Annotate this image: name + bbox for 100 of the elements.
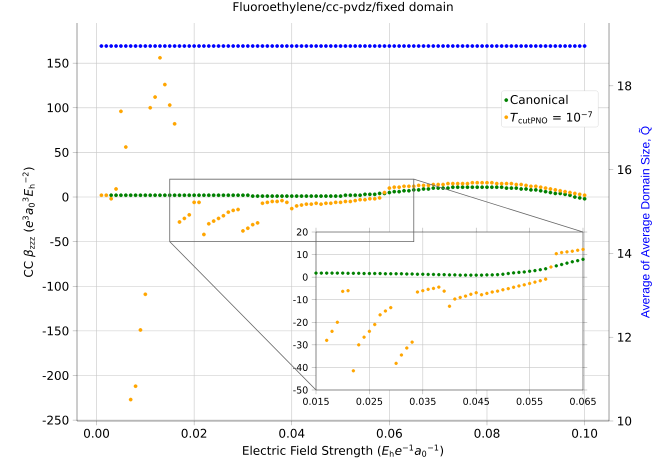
point — [368, 330, 372, 334]
point — [346, 272, 350, 276]
point — [341, 271, 344, 275]
point — [517, 284, 521, 288]
point — [352, 369, 356, 373]
y-tick-label: -50 — [293, 386, 308, 394]
point — [448, 273, 452, 277]
point — [485, 273, 489, 277]
point — [570, 249, 574, 253]
point — [373, 272, 376, 276]
point — [442, 272, 446, 276]
point — [576, 248, 580, 252]
text: Electric Field Strength (E$_{h}$e$^{−1}$a$_{0}$$^{−1}$) — [243, 444, 444, 458]
y-tick-label: -40 — [293, 364, 308, 372]
point — [560, 262, 564, 266]
point — [437, 285, 441, 289]
y-tick-label: -20 — [293, 318, 308, 326]
point — [522, 283, 526, 287]
y-tick-label: -250 — [42, 416, 68, 425]
point — [576, 258, 580, 262]
y-tick-label: -10 — [293, 296, 308, 304]
x-tick-label: 0.04 — [279, 428, 304, 438]
point — [458, 273, 462, 277]
point — [528, 282, 532, 286]
point — [554, 252, 558, 256]
point — [426, 288, 430, 292]
y2-tick-label: 14 — [618, 249, 632, 258]
point — [490, 290, 494, 294]
x-tick-label: 0.08 — [474, 428, 500, 438]
y2-axis-title: Average of Average Domain Size, Q̃ — [638, 126, 652, 318]
point — [506, 286, 510, 290]
point — [324, 338, 328, 342]
point — [464, 294, 468, 298]
y2-tick-label: 10 — [618, 416, 632, 426]
point — [501, 272, 505, 276]
point — [448, 304, 452, 308]
point — [474, 273, 478, 277]
point — [496, 272, 500, 276]
point — [384, 309, 388, 313]
point — [362, 335, 366, 339]
point — [426, 272, 430, 276]
point — [474, 291, 478, 294]
point — [394, 272, 398, 276]
point — [400, 272, 404, 276]
y-tick-label: 10 — [297, 250, 308, 258]
point — [400, 353, 404, 357]
point — [565, 250, 569, 254]
y2-tick-label: 16 — [618, 165, 632, 174]
point — [533, 280, 537, 284]
point — [528, 270, 532, 273]
y-tick-label: 0 — [302, 274, 308, 281]
point — [485, 292, 489, 296]
y-tick-label: 150 — [48, 58, 68, 68]
point — [389, 306, 392, 310]
legend-label: T$_{cutPNO}$ = 10$^{−7}$ — [510, 111, 592, 124]
y-tick-label: 100 — [48, 103, 68, 112]
y2-tick-label: 12 — [618, 332, 631, 342]
point — [549, 265, 553, 269]
x-tick-label: 0.015 — [303, 398, 329, 405]
point — [570, 260, 574, 264]
x-tick-label: 0.10 — [572, 428, 598, 438]
point — [416, 290, 420, 294]
point — [517, 270, 521, 274]
point — [410, 272, 414, 276]
point — [394, 362, 398, 366]
point — [336, 320, 340, 324]
point — [432, 272, 436, 276]
x-tick-label: 0.06 — [376, 428, 402, 438]
point — [346, 288, 350, 292]
point — [442, 289, 446, 293]
point — [581, 248, 585, 252]
point — [464, 273, 468, 277]
point — [416, 272, 420, 276]
point — [554, 264, 558, 268]
y-tick-label: -50 — [50, 237, 68, 246]
point — [522, 270, 526, 274]
point — [560, 250, 564, 254]
text: CC β$_{zzz}$ (e$^{3}$a$_{0}$$^{3}$E$_{h}$$^{−2}$) — [22, 168, 36, 277]
point — [533, 268, 537, 272]
y-tick-label: -100 — [42, 282, 68, 291]
x-tick-label: 0.065 — [570, 398, 596, 405]
point — [330, 330, 334, 334]
point — [453, 273, 457, 277]
y-tick-label: -30 — [293, 341, 308, 348]
point — [469, 292, 473, 296]
x-tick-label: 0.00 — [84, 428, 110, 438]
point — [496, 289, 500, 293]
point — [330, 271, 334, 275]
point — [362, 272, 366, 276]
point — [373, 322, 376, 326]
y-tick-label: 0 — [62, 192, 68, 202]
point — [538, 279, 542, 282]
point — [378, 313, 382, 317]
point — [469, 273, 473, 277]
point — [320, 271, 324, 275]
point — [544, 267, 548, 270]
point — [506, 272, 510, 276]
point — [490, 273, 494, 277]
point — [357, 343, 360, 347]
y2-tick-label: 18 — [618, 81, 632, 90]
